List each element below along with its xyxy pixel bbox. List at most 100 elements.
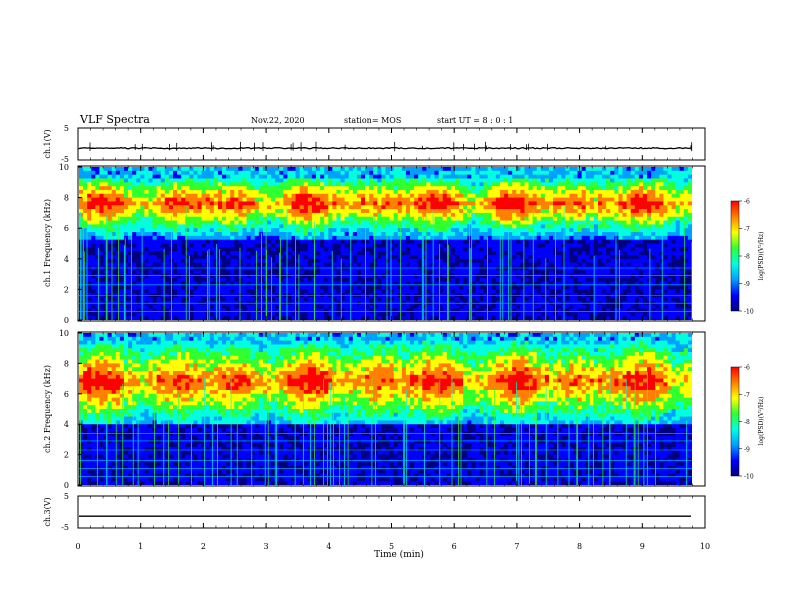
spectrogram-cell (491, 205, 497, 210)
spectrogram-cell (168, 182, 174, 187)
spectrogram-cell (160, 178, 166, 183)
spectrogram-cell (512, 304, 517, 309)
spectrogram-cell (144, 274, 149, 279)
spectrogram-cell (148, 239, 153, 244)
spectrogram-cell (471, 254, 476, 260)
spectrogram-cell (299, 228, 305, 233)
spectrogram-cell (340, 274, 346, 279)
spectrogram-cell (540, 266, 546, 271)
spectrogram-cell (336, 224, 341, 229)
spectrogram-cell (148, 247, 153, 252)
spectrogram-cell (418, 224, 423, 229)
spectrogram-cell (426, 270, 431, 275)
spectrogram-cell (299, 297, 305, 302)
spectrogram-cell (316, 266, 321, 271)
spectrogram-cell (565, 304, 570, 309)
spectrogram-cell (201, 258, 207, 264)
spectrogram-cell (87, 243, 92, 248)
spectrogram-cell (185, 193, 190, 199)
spectrogram-cell (128, 178, 133, 183)
spectrogram-cell (111, 167, 117, 172)
spectrogram-cell (242, 243, 247, 248)
spectrogram-cell (160, 258, 166, 264)
spectrogram-cell (356, 224, 362, 229)
spectrogram-cell (561, 308, 566, 313)
spectrogram-cell (373, 232, 378, 237)
spectrogram-cell (548, 266, 554, 271)
spectrogram-cell (504, 251, 509, 256)
spectrogram-cell (144, 297, 149, 302)
spectrogram-cell (160, 247, 166, 252)
spectrogram-cell (295, 274, 301, 279)
spectrogram-cell (520, 304, 525, 309)
spectrogram-cell (418, 277, 423, 283)
spectrogram-cell (287, 254, 292, 260)
spectrogram-cell (336, 235, 341, 241)
spectrogram-cell (340, 266, 346, 271)
spectrogram-cell (79, 186, 84, 191)
spectrogram-cell (397, 212, 403, 218)
spectrogram-cell (483, 224, 489, 229)
spectrogram-cell (548, 308, 554, 313)
spectrogram-cell (499, 216, 505, 221)
spectrogram-cell (213, 270, 219, 275)
spectrogram-cell (168, 235, 174, 241)
spectrogram-cell (132, 216, 137, 221)
spectrogram-cell (365, 232, 370, 237)
spectrogram-cell (426, 277, 431, 283)
spectrogram-cell (172, 220, 178, 225)
spectrogram-cell (99, 193, 104, 199)
spectrogram-cell (189, 220, 194, 225)
spectrogram-cell (487, 174, 493, 179)
spectrogram-cell (348, 167, 354, 172)
spectrogram-cell (410, 216, 415, 221)
spectrogram-cell (168, 209, 174, 214)
spectrogram-cell (177, 216, 182, 221)
spectrogram-cell (193, 281, 198, 286)
spectrogram-cell (316, 178, 321, 183)
spectrogram-cell (226, 178, 231, 183)
spectrogram-cell (393, 274, 399, 279)
spectrogram-cell (512, 228, 517, 233)
spectrogram-cell (222, 297, 227, 302)
spectrogram-cell (266, 182, 272, 187)
spectrogram-cell (365, 289, 370, 294)
spectrogram-cell (536, 235, 542, 241)
spectrogram-cell (324, 186, 329, 191)
spectrogram-cell (320, 224, 325, 229)
spectrogram-cell (103, 232, 109, 237)
spectrogram-cell (520, 254, 525, 260)
spectrogram-cell (344, 220, 350, 225)
spectrogram-cell (471, 239, 476, 244)
spectrogram-cell (540, 247, 546, 252)
spectrogram-cell (177, 182, 182, 187)
spectrogram-cell (209, 270, 215, 275)
spectrogram-cell (303, 243, 309, 248)
spectrogram-cell (144, 308, 149, 313)
spectrogram-cell (438, 247, 444, 252)
spectrogram-cell (87, 216, 92, 221)
spectrogram-cell (410, 274, 415, 279)
spectrogram-cell (156, 243, 162, 248)
spectrogram-cell (164, 186, 170, 191)
spectrogram-cell (140, 316, 145, 320)
spectrogram-cell (197, 189, 202, 195)
spectrogram-cell (532, 232, 538, 237)
spectrogram-cell (487, 232, 493, 237)
spectrogram-cell (557, 220, 562, 225)
spectrogram-cell (381, 235, 386, 241)
spectrogram-cell (189, 243, 194, 248)
spectrogram-cell (279, 209, 284, 214)
spectrogram-cell (193, 201, 198, 206)
spectrogram-cell (405, 201, 411, 206)
spectrogram-cell (577, 220, 583, 225)
spectrogram-cell (422, 178, 427, 183)
spectrogram-cell (348, 209, 354, 214)
spectrogram-cell (405, 304, 411, 309)
spectrogram-cell (410, 228, 415, 233)
spectrogram-cell (144, 189, 149, 195)
spectrogram-cell (553, 182, 558, 187)
spectrogram-cell (410, 316, 415, 320)
spectrogram-cell (152, 201, 158, 206)
spectrogram-cell (340, 262, 346, 267)
